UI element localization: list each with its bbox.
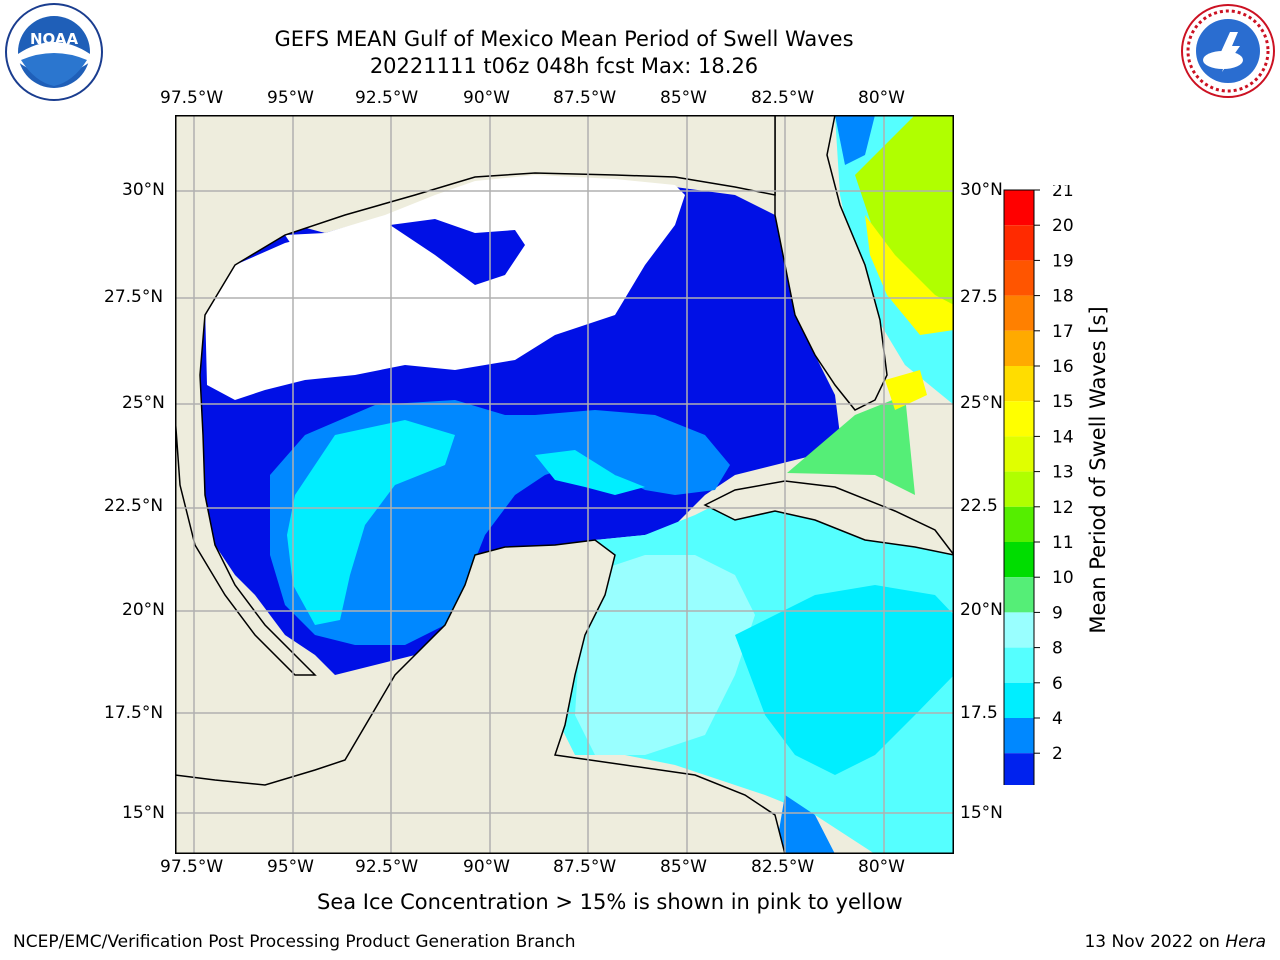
lon-label-bottom: 87.5°W (553, 857, 617, 877)
swell-band-2-4 (835, 115, 875, 165)
lat-label-left: 17.5°N (104, 703, 164, 723)
colorbar-tick-label: 19 (1052, 251, 1074, 271)
lat-label-left: 30°N (122, 180, 165, 200)
colorbar-bin (1004, 436, 1034, 472)
lon-label-top: 80°W (858, 88, 905, 108)
colorbar-bin (1004, 190, 1034, 226)
no-data-north (205, 175, 685, 400)
colorbar-bin (1004, 225, 1034, 261)
lon-label-top: 82.5°W (751, 88, 815, 108)
map-frame (175, 115, 954, 854)
lon-label-bottom: 85°W (660, 857, 707, 877)
footer-credit: NCEP/EMC/Verification Post Processing Pr… (13, 932, 576, 952)
colorbar-tick-label: 20 (1052, 216, 1074, 236)
colorbar-bin (1004, 260, 1034, 296)
colorbar-tick-label: 14 (1052, 427, 1074, 447)
footer-date-text: 13 Nov 2022 on (1084, 932, 1226, 952)
no-data-patch (390, 219, 525, 285)
colorbar-tick-label: 8 (1052, 639, 1063, 659)
swell-band-15-16 (885, 370, 927, 410)
colorbar-bin (1004, 366, 1034, 402)
lat-label-right: 15°N (960, 803, 1003, 823)
lat-label-right: 17.5 (960, 703, 998, 723)
swell-band-2-4 (775, 795, 835, 854)
swell-band-15-16 (865, 215, 954, 335)
swell-band-4-6 (735, 585, 954, 775)
colorbar-bin (1004, 647, 1034, 683)
lat-label-right: 30°N (960, 180, 1003, 200)
land-florida (774, 115, 888, 411)
colorbar-tick-label: 17 (1052, 322, 1074, 342)
colorbar-outline (1003, 189, 1035, 785)
lat-label-right: 22.5 (960, 496, 998, 516)
colorbar-bin (1004, 718, 1034, 754)
lat-label-right: 20°N (960, 600, 1003, 620)
colorbar-tick-label: 6 (1052, 674, 1063, 694)
lon-label-bottom: 90°W (463, 857, 510, 877)
lon-label-top: 85°W (660, 88, 707, 108)
colorbar-tick-label: 9 (1052, 603, 1063, 623)
grid-lines (175, 115, 954, 854)
lon-label-bottom: 80°W (858, 857, 905, 877)
footer-host: Hera (1225, 932, 1266, 952)
svg-text:NOAA: NOAA (30, 30, 79, 48)
no-data-patch (285, 233, 335, 265)
lon-label-top: 90°W (463, 88, 510, 108)
land-mexico (175, 115, 776, 676)
lon-label-bottom: 92.5°W (355, 857, 419, 877)
lat-label-left: 15°N (122, 803, 165, 823)
lat-label-left: 25°N (122, 393, 165, 413)
colorbar-label: Mean Period of Swell Waves [s] (1086, 306, 1110, 634)
lon-label-bottom: 97.5°W (160, 857, 224, 877)
swell-band-8-9 (575, 555, 755, 755)
colorbar-tick-label: 13 (1052, 463, 1074, 483)
land-yucatan (175, 539, 786, 854)
noaa-logo: NOAA (5, 3, 103, 101)
colorbar-bin (1004, 401, 1034, 437)
lat-label-left: 20°N (122, 600, 165, 620)
lon-label-top: 92.5°W (355, 88, 419, 108)
lat-label-right: 25°N (960, 393, 1003, 413)
colorbar-tick-label: 18 (1052, 287, 1074, 307)
colorbar-bin (1004, 471, 1034, 507)
colorbar-tick-label: 4 (1052, 709, 1063, 729)
lat-label-left: 22.5°N (104, 496, 164, 516)
colorbar-bin (1004, 612, 1034, 648)
colorbar-tick-label: 11 (1052, 533, 1074, 553)
swell-band-12-14 (855, 115, 954, 325)
colorbar-bin (1004, 577, 1034, 613)
colorbar-bin (1004, 753, 1034, 785)
colorbar-bin (1004, 506, 1034, 542)
nws-logo (1181, 4, 1275, 98)
colorbar-tick-label: 21 (1052, 185, 1074, 201)
colorbar-bin (1004, 682, 1034, 718)
lon-label-bottom: 82.5°W (751, 857, 815, 877)
colorbar-tick-label: 10 (1052, 568, 1074, 588)
gulf-map (175, 115, 954, 854)
lat-label-left: 27.5°N (104, 287, 164, 307)
colorbar-bin (1004, 330, 1034, 366)
lon-label-top: 87.5°W (553, 88, 617, 108)
sea-ice-caption: Sea Ice Concentration > 15% is shown in … (317, 890, 903, 914)
footer-date: 13 Nov 2022 on Hera (1084, 932, 1266, 952)
colorbar-tick-label: 16 (1052, 357, 1074, 377)
lon-label-top: 95°W (267, 88, 314, 108)
colorbar: 21 20 19 18 17 16 15 14 13 12 11 10 9 8 6 4 2 (1003, 185, 1074, 785)
swell-band-4-6 (287, 420, 455, 625)
colorbar-bin (1004, 542, 1034, 578)
colorbar-bin (1004, 295, 1034, 331)
colorbar-tick-label: 15 (1052, 392, 1074, 412)
colorbar-tick-label: 2 (1052, 744, 1063, 764)
colorbar-tick-label: 12 (1052, 498, 1074, 518)
swell-band-4-6 (535, 450, 645, 495)
lat-label-right: 27.5 (960, 287, 998, 307)
chart-subtitle: 20221111 t06z 048h fcst Max: 18.26 (369, 54, 759, 78)
swell-band-9-10 (787, 395, 915, 495)
lon-label-top: 97.5°W (160, 88, 224, 108)
lon-label-bottom: 95°W (267, 857, 314, 877)
chart-title: GEFS MEAN Gulf of Mexico Mean Period of … (274, 27, 854, 51)
